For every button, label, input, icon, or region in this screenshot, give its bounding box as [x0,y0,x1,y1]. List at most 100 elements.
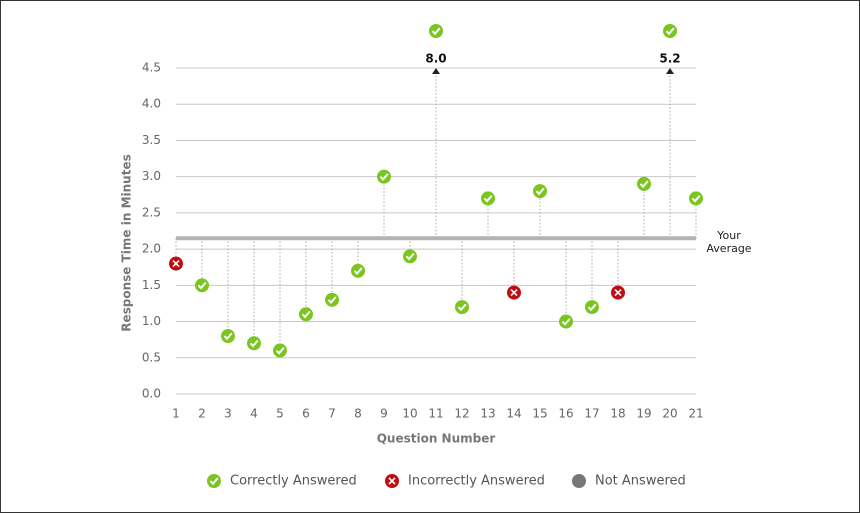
y-tick-label: 1.0 [142,314,161,328]
x-tick-label: 5 [276,407,284,421]
legend-label: Correctly Answered [230,474,357,489]
markers [169,24,703,358]
check-icon [561,318,571,326]
x-tick-label: 16 [558,407,573,421]
y-tick-label: 0.5 [142,350,161,364]
data-point [325,292,339,307]
y-tick-label: 4.5 [142,61,161,75]
x-tick-label: 10 [402,407,417,421]
check-icon [327,296,337,305]
data-point [299,307,313,322]
check-icon [209,477,219,486]
x-tick-label: 17 [584,407,599,421]
marker-dot [533,184,547,199]
y-tick-label: 4.0 [142,97,161,111]
legend-marker [385,474,399,488]
y-tick-label: 1.5 [142,278,161,292]
check-icon [665,27,675,36]
check-icon [431,27,441,36]
x-tick-label: 13 [480,407,495,421]
data-point [481,191,495,206]
x-tick-label: 19 [636,407,651,421]
legend-marker [572,474,586,488]
x-tick-label: 9 [380,407,388,421]
drop-lines [175,68,697,351]
marker-dot [273,343,287,358]
check-icon [197,281,207,290]
data-point [195,278,209,293]
x-axis-title: Question Number [377,432,496,446]
x-tick-label: 2 [198,407,206,421]
data-point [169,256,183,271]
y-tick-label: 0.0 [142,387,161,401]
data-point [507,285,521,300]
x-tick-label: 3 [224,407,232,421]
data-point [221,329,235,344]
data-point [351,263,365,278]
data-point [689,191,703,206]
check-icon [639,180,649,189]
marker-dot [195,278,209,293]
overflow-arrow [666,68,674,74]
x-tick-label: 20 [662,407,677,421]
marker-dot [559,314,573,329]
check-icon [483,194,493,203]
x-tick-label: 14 [506,407,521,421]
x-tick-label: 8 [354,407,362,421]
data-point [663,24,677,38]
average-label: Your Average [706,229,752,255]
data-point [585,300,599,315]
x-tick-label: 18 [610,407,625,421]
marker-dot [663,24,677,38]
marker-dot [429,24,443,38]
data-point [637,176,651,191]
marker-dot [572,474,586,488]
marker-dot [637,176,651,191]
check-icon [405,252,415,261]
x-tick-label: 15 [532,407,547,421]
marker-dot [351,263,365,278]
x-tick-label: 11 [428,407,443,421]
data-point [559,314,573,329]
overflow-arrow [432,68,440,74]
marker-dot [247,336,261,351]
cross-icon [614,289,622,297]
x-tick-label: 4 [250,407,258,421]
legend-marker [207,474,221,488]
marker-dot [403,249,417,264]
marker-dot [299,307,313,322]
marker-dot [455,300,469,315]
value-label: 8.0 [425,52,446,66]
cross-icon [172,260,180,268]
legend-label: Not Answered [595,474,686,489]
check-icon [457,303,467,312]
check-icon [301,310,311,319]
check-icon [379,173,389,181]
data-point [533,184,547,199]
check-icon [249,339,259,348]
cross-icon [388,477,396,485]
y-tick-label: 2.5 [142,205,161,219]
data-point [455,300,469,315]
marker-dot [377,169,391,184]
data-point [429,24,443,38]
y-tick-label: 3.0 [142,169,161,183]
marker-dot [689,191,703,206]
y-tick-label: 2.0 [142,242,161,256]
data-point [611,285,625,300]
data-point [403,249,417,264]
check-icon [223,332,233,341]
x-tick-label: 1 [172,407,180,421]
marker-dot [585,300,599,315]
check-icon [587,303,597,312]
marker-dot [207,474,221,488]
marker-dot [221,329,235,344]
cross-icon [510,289,518,297]
x-tick-label: 21 [688,407,703,421]
data-point [377,169,391,184]
check-icon [353,267,363,276]
x-tick-label: 7 [328,407,336,421]
check-icon [691,194,701,203]
data-point [247,336,261,351]
